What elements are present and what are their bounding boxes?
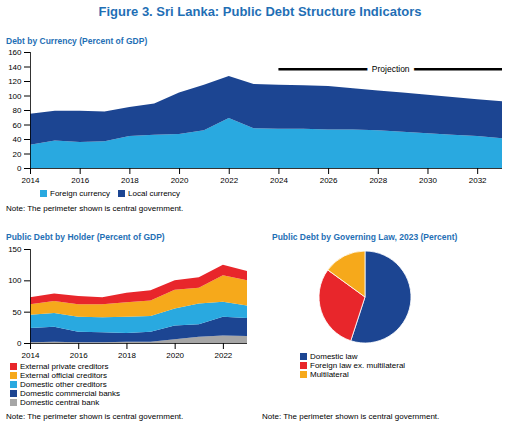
svg-text:2018: 2018 — [118, 351, 136, 360]
svg-text:2020: 2020 — [166, 351, 184, 360]
html-text:Domestic commercial banks: Domestic commercial banks — [20, 389, 120, 398]
svg-text:100: 100 — [8, 276, 22, 285]
html-text:Debt by Currency (Percent of G: Debt by Currency (Percent of GDP) — [6, 36, 148, 46]
svg-text:2026: 2026 — [320, 176, 338, 185]
html-text:Multilateral: Multilateral — [310, 370, 349, 379]
svg-text:2018: 2018 — [121, 176, 139, 185]
html-text:External official creditors: External official creditors — [20, 371, 107, 380]
svg-text:2024: 2024 — [270, 176, 288, 185]
svg-text:150: 150 — [8, 245, 22, 254]
svg-text:140: 140 — [8, 63, 22, 72]
html-text:Domestic central bank: Domestic central bank — [20, 398, 100, 407]
svg-text:2016: 2016 — [70, 351, 88, 360]
svg-text:40: 40 — [13, 135, 22, 144]
svg-text:Projection: Projection — [372, 64, 410, 74]
html-text:Foreign currency: Foreign currency — [50, 189, 110, 198]
html-text:Public Debt by Holder (Percent: Public Debt by Holder (Percent of GDP) — [6, 232, 165, 242]
svg-text:60: 60 — [13, 121, 22, 130]
html-text:Domestic law: Domestic law — [310, 352, 358, 361]
svg-text:2028: 2028 — [369, 176, 387, 185]
svg-text:2032: 2032 — [469, 176, 487, 185]
svg-text:20: 20 — [13, 150, 22, 159]
svg-text:120: 120 — [8, 77, 22, 86]
html-text:Note: The perimeter shown is c: Note: The perimeter shown is central gov… — [6, 204, 184, 213]
svg-text:2020: 2020 — [171, 176, 189, 185]
html-text:Local currency: Local currency — [128, 189, 181, 198]
html-text:Foreign law ex. multilateral: Foreign law ex. multilateral — [310, 361, 406, 370]
svg-text:2022: 2022 — [214, 351, 232, 360]
html-text:Note: The perimeter shown is c: Note: The perimeter shown is central gov… — [262, 412, 440, 421]
svg-text:2022: 2022 — [220, 176, 238, 185]
svg-text:2014: 2014 — [22, 176, 40, 185]
html-text:Figure 3. Sri Lanka: Public De: Figure 3. Sri Lanka: Public Debt Structu… — [98, 4, 422, 19]
svg-text:0: 0 — [17, 164, 22, 173]
html-text:Public Debt by Governing Law,: Public Debt by Governing Law, 2023 (Perc… — [272, 232, 458, 242]
html-text:Note: The perimeter shown is c: Note: The perimeter shown is central gov… — [6, 412, 184, 421]
svg-text:80: 80 — [13, 106, 22, 115]
svg-text:0: 0 — [17, 339, 22, 348]
svg-text:2016: 2016 — [71, 176, 89, 185]
svg-text:2014: 2014 — [22, 351, 40, 360]
svg-text:2030: 2030 — [419, 176, 437, 185]
html-text:External private creditors: External private creditors — [20, 362, 109, 371]
html-text:Domestic other creditors: Domestic other creditors — [20, 380, 107, 389]
svg-text:160: 160 — [8, 48, 22, 57]
svg-text:50: 50 — [13, 308, 22, 317]
svg-text:100: 100 — [8, 92, 22, 101]
